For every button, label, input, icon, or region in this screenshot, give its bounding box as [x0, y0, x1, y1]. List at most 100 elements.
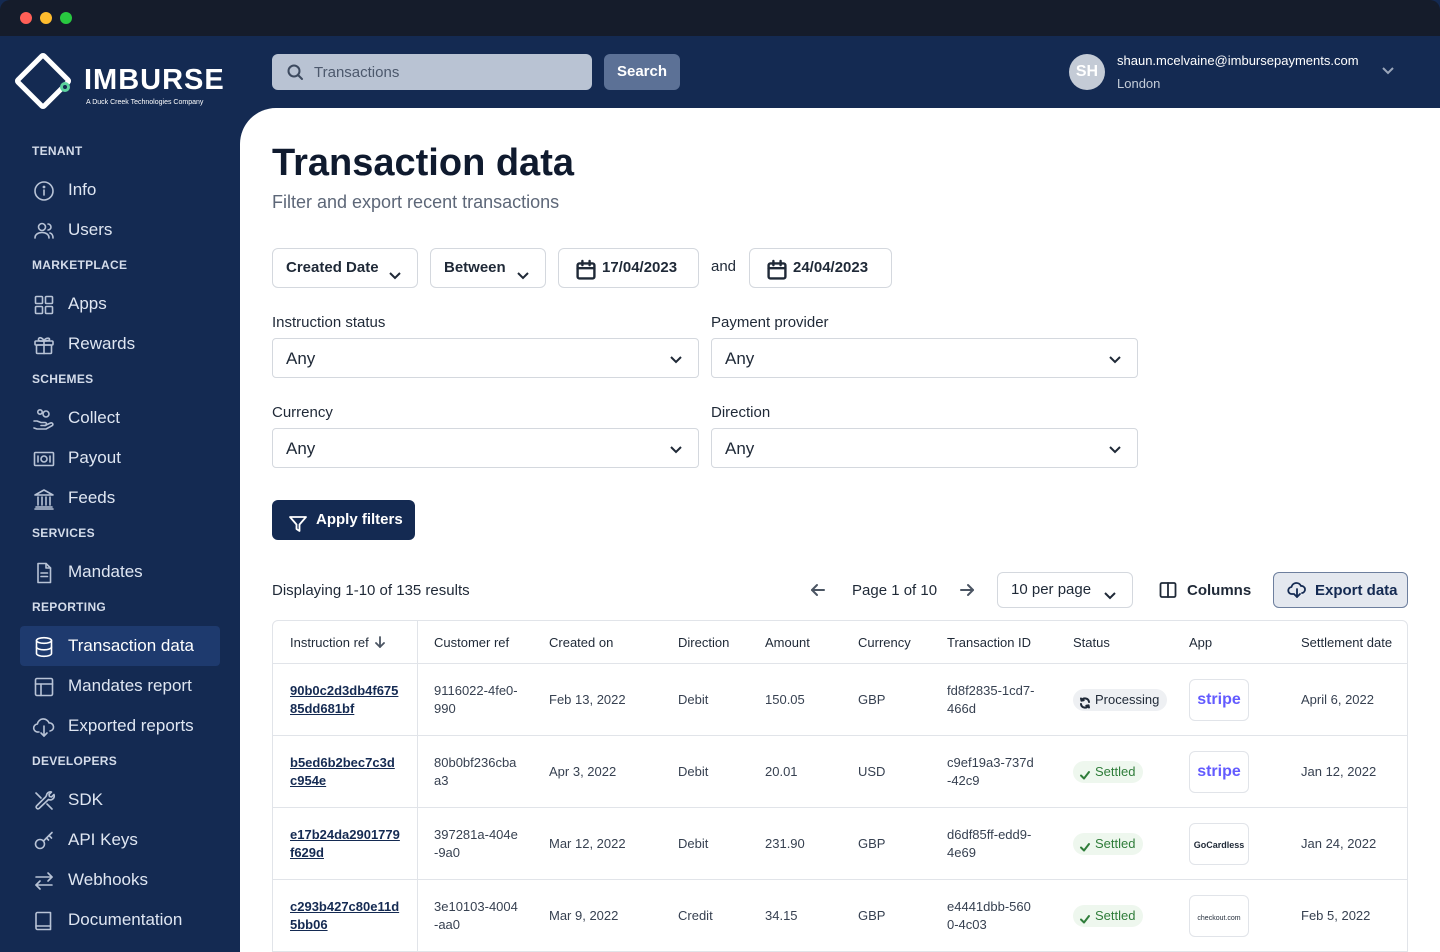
- column-header-settlement-date[interactable]: Settlement date: [1301, 635, 1393, 650]
- columns-label: Columns: [1187, 582, 1252, 599]
- gift-icon: [32, 332, 56, 356]
- search-button[interactable]: Search: [604, 54, 680, 90]
- sidebar-item-users[interactable]: Users: [20, 210, 220, 250]
- instruction-status-select[interactable]: Any: [272, 338, 699, 378]
- per-page-dropdown[interactable]: 10 per page: [997, 572, 1133, 608]
- export-data-label: Export data: [1315, 582, 1398, 599]
- imburse-logo[interactable]: IMBURSE A Duck Creek Technologies Compan…: [13, 51, 226, 112]
- check-icon: [1079, 910, 1091, 924]
- sidebar-item-label: Mandates: [68, 562, 143, 581]
- instruction-ref-link[interactable]: b5ed6b2bec7c3dc954e: [290, 755, 395, 788]
- sidebar-item-api-keys[interactable]: API Keys: [20, 820, 220, 860]
- direction: Debit: [678, 692, 709, 707]
- sidebar-item-payout[interactable]: Payout: [20, 438, 220, 478]
- date-operator-dropdown[interactable]: Between: [430, 248, 546, 288]
- bank-icon: [32, 486, 56, 510]
- sidebar-item-feeds[interactable]: Feeds: [20, 478, 220, 518]
- date-from-picker[interactable]: 17/04/2023: [558, 248, 699, 288]
- sidebar-item-mandates[interactable]: Mandates: [20, 552, 220, 592]
- search-box: [272, 54, 592, 90]
- column-header-amount[interactable]: Amount: [765, 635, 810, 650]
- direction: Debit: [678, 836, 709, 851]
- document-icon: [32, 560, 56, 584]
- sidebar-item-rewards[interactable]: Rewards: [20, 324, 220, 364]
- sidebar-item-label: Documentation: [68, 910, 183, 929]
- customer-ref: 9116022-4fe0-990: [434, 683, 518, 716]
- instruction-ref-link[interactable]: c293b427c80e11d5bb06: [290, 899, 400, 932]
- column-header-app[interactable]: App: [1189, 635, 1213, 650]
- page-title: Transaction data: [272, 142, 574, 184]
- currency: GBP: [858, 908, 886, 923]
- avatar[interactable]: SH: [1069, 54, 1105, 90]
- date-operator-label: Between: [444, 259, 506, 276]
- instruction-ref-link[interactable]: 90b0c2d3db4f67585dd681bf: [290, 683, 399, 716]
- table-row[interactable]: 90b0c2d3db4f67585dd681bf 9116022-4fe0-990…: [273, 664, 1407, 736]
- logo-tagline: A Duck Creek Technologies Company: [86, 99, 204, 106]
- table-row[interactable]: b5ed6b2bec7c3dc954e 80b0bf236cbaa3 Apr 3, …: [273, 736, 1407, 808]
- column-header-customer-ref[interactable]: Customer ref: [434, 635, 510, 650]
- column-header-currency[interactable]: Currency: [858, 635, 911, 650]
- sidebar-item-info[interactable]: Info: [20, 170, 220, 210]
- currency: USD: [858, 764, 886, 779]
- sidebar-item-webhooks[interactable]: Webhooks: [20, 860, 220, 900]
- column-header-status[interactable]: Status: [1073, 635, 1110, 650]
- user-email: shaun.mcelvaine@imbursepayments.com: [1117, 53, 1359, 68]
- nav-section-reporting: REPORTING: [32, 600, 107, 614]
- calendar-icon: [574, 258, 596, 280]
- direction-label: Direction: [711, 404, 771, 421]
- sidebar-item-collect[interactable]: Collect: [20, 398, 220, 438]
- tools-icon: [32, 788, 56, 812]
- chevron-down-icon: [387, 260, 403, 280]
- sidebar-item-label: Payout: [68, 448, 121, 467]
- maximize-window-button[interactable]: [60, 12, 72, 24]
- currency-label: Currency: [272, 404, 333, 421]
- table-row[interactable]: e17b24da2901779f629d 397281a-404e-9a0 Mar …: [273, 808, 1407, 880]
- user-menu-chevron-down-icon[interactable]: [1380, 62, 1396, 78]
- sidebar-item-sdk[interactable]: SDK: [20, 780, 220, 820]
- search-input[interactable]: [314, 54, 574, 90]
- export-data-button[interactable]: Export data: [1273, 572, 1408, 608]
- payment-provider-select[interactable]: Any: [711, 338, 1138, 378]
- date-to-value: 24/04/2023: [793, 259, 869, 276]
- column-header-instruction-ref[interactable]: Instruction ref: [290, 635, 387, 650]
- created-on: Mar 9, 2022: [549, 908, 619, 923]
- date-field-dropdown[interactable]: Created Date: [272, 248, 418, 288]
- settlement-date: Jan 12, 2022: [1301, 764, 1377, 779]
- transaction-id: e4441dbb-5600-4c03: [947, 899, 1031, 932]
- column-header-transaction-id[interactable]: Transaction ID: [947, 635, 1032, 650]
- apply-filters-label: Apply filters: [316, 511, 403, 528]
- currency-select[interactable]: Any: [272, 428, 699, 468]
- nav-section-developers: DEVELOPERS: [32, 754, 118, 768]
- sidebar-item-label: Apps: [68, 294, 107, 313]
- transactions-table: Instruction ref Customer ref Created on …: [272, 620, 1408, 952]
- direction-select[interactable]: Any: [711, 428, 1138, 468]
- next-page-arrow-right-icon[interactable]: [958, 581, 976, 599]
- sidebar-item-exported-reports[interactable]: Exported reports: [20, 706, 220, 746]
- date-to-picker[interactable]: 24/04/2023: [749, 248, 892, 288]
- top-bar: Search SH shaun.mcelvaine@imbursepayment…: [240, 36, 1440, 108]
- close-window-button[interactable]: [20, 12, 32, 24]
- created-on: Feb 13, 2022: [549, 692, 626, 707]
- sidebar-item-transaction-data[interactable]: Transaction data: [20, 626, 220, 666]
- instruction-ref-link[interactable]: e17b24da2901779f629d: [290, 827, 400, 860]
- sidebar-item-label: Mandates report: [68, 676, 192, 695]
- table-row[interactable]: c293b427c80e11d5bb06 3e10103-4004-aa0 Mar …: [273, 880, 1407, 952]
- sidebar-item-mandates-report[interactable]: Mandates report: [20, 666, 220, 706]
- status-badge: Settled: [1073, 905, 1144, 927]
- cloud-download-icon: [1287, 580, 1307, 600]
- sidebar: IMBURSE A Duck Creek Technologies Compan…: [0, 36, 240, 952]
- sidebar-nav: TENANT Info Users MARKETPLACE Apps Rewards SCH…: [0, 136, 240, 940]
- apply-filters-button[interactable]: Apply filters: [272, 500, 415, 540]
- app-logo-stripe: stripe: [1189, 679, 1249, 721]
- chevron-down-icon: [1107, 441, 1123, 457]
- column-header-direction[interactable]: Direction: [678, 635, 730, 650]
- column-header-created-on[interactable]: Created on: [549, 635, 614, 650]
- previous-page-arrow-left-icon[interactable]: [809, 581, 827, 599]
- sidebar-item-documentation[interactable]: Documentation: [20, 900, 220, 940]
- minimize-window-button[interactable]: [40, 12, 52, 24]
- sidebar-item-apps[interactable]: Apps: [20, 284, 220, 324]
- arrows-left-right-icon: [32, 868, 56, 892]
- nav-section-schemes: SCHEMES: [32, 372, 94, 386]
- currency: GBP: [858, 692, 886, 707]
- status-badge: Processing: [1073, 689, 1168, 711]
